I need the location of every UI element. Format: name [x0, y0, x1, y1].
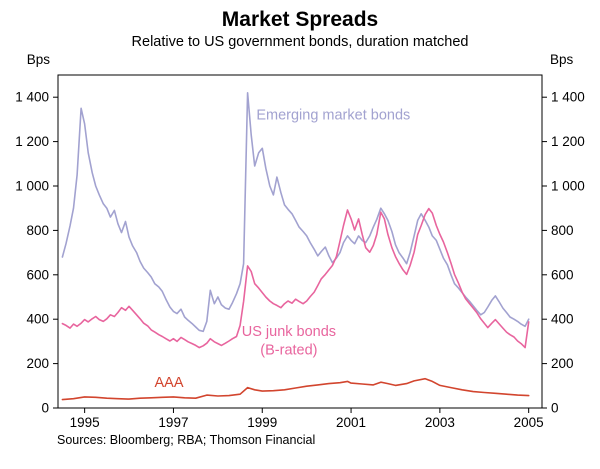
y-tick-label-right: 200 — [551, 356, 574, 371]
x-tick-label: 2003 — [425, 415, 455, 430]
y-tick-label-left: 800 — [26, 223, 49, 238]
annotation-emerging-market-bonds-label: Emerging market bonds — [256, 107, 410, 123]
y-tick-label-left: 1 200 — [15, 134, 49, 149]
annotation-aaa-label: AAA — [155, 375, 184, 391]
y-tick-label-left: 200 — [26, 356, 49, 371]
line-us-junk-bonds — [61, 207, 530, 349]
y-axis-unit-left: Bps — [27, 52, 51, 67]
y-tick-label-left: 1 000 — [15, 179, 49, 194]
x-tick-label: 2005 — [514, 415, 544, 430]
line-aaa — [61, 377, 530, 401]
chart-subtitle: Relative to US government bonds, duratio… — [132, 34, 469, 50]
annotation-us-junk-bonds-sublabel: (B-rated) — [260, 343, 317, 359]
plot-frame — [57, 74, 543, 409]
y-tick-label-right: 800 — [551, 223, 574, 238]
plot-area: 0 0 200 200 400 400 600 600 800 800 1 000 1 000 1 20… — [15, 74, 585, 430]
y-tick-label-left: 1 400 — [15, 90, 49, 105]
y-tick-label-left: 600 — [26, 267, 49, 282]
y-tick-label-right: 400 — [551, 312, 574, 327]
y-tick-label-right: 1 200 — [551, 134, 585, 149]
y-tick-label-left: 400 — [26, 312, 49, 327]
source-note: Sources: Bloomberg; RBA; Thomson Financi… — [57, 433, 315, 447]
annotation-us-junk-bonds-label: US junk bonds — [242, 324, 336, 340]
y-tick-label-right: 1 000 — [551, 179, 585, 194]
y-tick-label-right: 1 400 — [551, 90, 585, 105]
y-tick-label-right: 600 — [551, 267, 574, 282]
x-tick-label: 2001 — [336, 415, 366, 430]
y-tick-label-right: 0 — [551, 401, 559, 416]
x-tick-label: 1995 — [70, 415, 100, 430]
chart-title: Market Spreads — [222, 8, 378, 31]
y-axis-unit-right: Bps — [550, 52, 574, 67]
x-tick-label: 1999 — [247, 415, 277, 430]
line-emerging-market-bonds — [61, 92, 530, 333]
x-tick-label: 1997 — [158, 415, 188, 430]
y-tick-label-left: 0 — [41, 401, 49, 416]
